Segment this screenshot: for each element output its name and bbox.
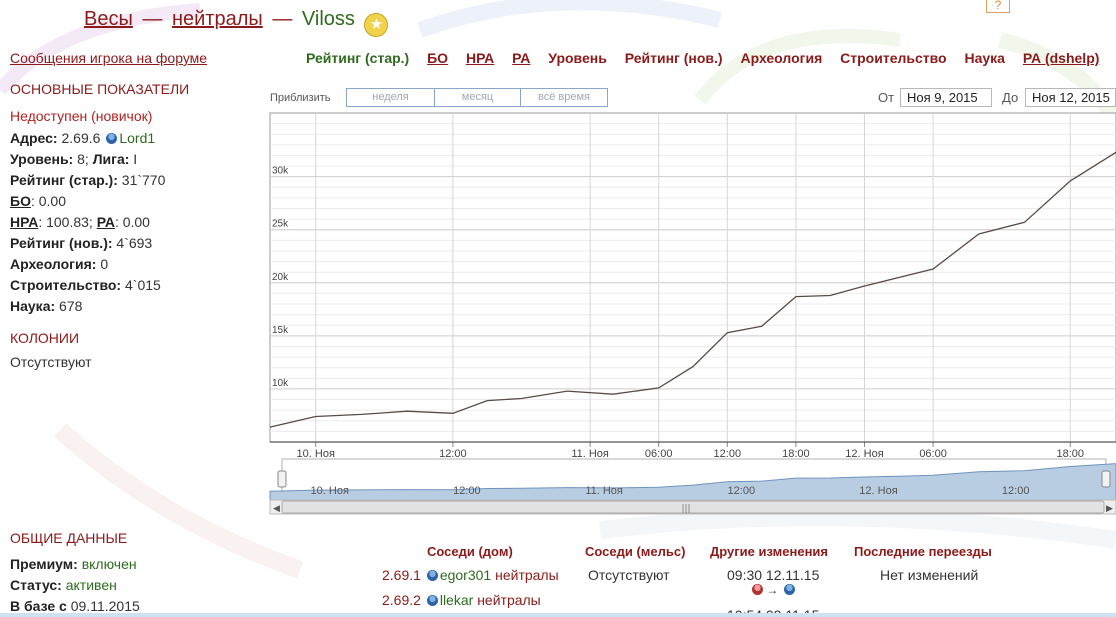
zoom-week-button[interactable]: неделя (346, 88, 435, 107)
tab-bo[interactable]: БО (427, 50, 449, 66)
tab-science[interactable]: Наука (964, 50, 1005, 66)
col-other-changes: Другие изменения (710, 544, 828, 559)
hra-ra-row: НРА: 100.83; РА: 0.00 (10, 214, 150, 230)
neighbor-row: 2.69.2 llekar нейтралы (382, 592, 541, 608)
forum-messages-link[interactable]: Сообщения игрока на форуме (10, 50, 208, 66)
scrollbar-grip: ||| (681, 504, 690, 514)
status-unavailable: Недоступен (новичок) (10, 108, 153, 124)
general-data-panel: ОБЩИЕ ДАННЫЕ Премиум: включен Статус: ак… (10, 530, 260, 617)
from-date-input[interactable]: Ноя 9, 2015 (900, 88, 992, 107)
user-icon (426, 570, 438, 581)
x-tick-label: 18:00 (782, 448, 810, 460)
user-icon (426, 595, 438, 606)
rating-new-row: Рейтинг (нов.): 4`693 (10, 235, 153, 251)
plot-area (269, 112, 1116, 443)
navigator-label: 12:00 (453, 485, 481, 497)
change-time: 09:30 12.11.15 (727, 567, 820, 583)
tab-ra[interactable]: РА (512, 50, 531, 66)
science-row: Наука: 678 (10, 298, 83, 314)
rating-series-line (269, 151, 1116, 428)
tab-rating-old[interactable]: Рейтинг (стар.) (306, 50, 410, 66)
scroll-left-arrow[interactable]: ◀ (273, 504, 280, 514)
page-title: Весы — нейтралы — Viloss ★ (84, 8, 389, 37)
scrollbar-thumb[interactable] (281, 500, 1105, 514)
tab-rating-new[interactable]: Рейтинг (нов.) (624, 50, 723, 66)
y-tick-label: 30k (272, 166, 289, 177)
col-neighbors-mels: Соседи (мельс) (585, 544, 686, 559)
navigator-label: 12:00 (1002, 485, 1030, 497)
premium-row: Премиум: включен (10, 556, 137, 572)
to-label: До (1002, 90, 1019, 105)
player-info-panel: Сообщения игрока на форуме ОСНОВНЫЕ ПОКА… (10, 50, 260, 373)
x-tick-label: 12:00 (714, 448, 742, 460)
colonies-heading: КОЛОНИИ (10, 330, 80, 346)
main-stats-heading: ОСНОВНЫЕ ПОКАЗАТЕЛИ (10, 81, 190, 97)
navigator-label: 12:00 (728, 485, 756, 497)
tab-construction[interactable]: Строительство (840, 50, 947, 66)
in-base-since-row: В базе с 09.11.2015 (10, 598, 140, 614)
x-tick-label: 18:00 (1057, 448, 1085, 460)
bottom-strip (0, 613, 1116, 617)
x-tick-label: 06:00 (645, 448, 673, 460)
address-row: Адрес: 2.69.6 Lord1 (10, 130, 156, 146)
title-separator: — (142, 8, 163, 30)
col-last-moves: Последние переезды (854, 544, 992, 559)
level-row: Уровень: 8; Лига: I (10, 151, 138, 167)
navigator-area (269, 463, 1116, 501)
zoom-label: Приблизить (270, 92, 331, 104)
tab-hra[interactable]: НРА (465, 50, 495, 66)
tab-ra-dshelp[interactable]: РА (dshelp) (1022, 50, 1100, 66)
y-tick-label: 10k (272, 378, 289, 389)
navigator-handle-left[interactable] (277, 470, 287, 488)
x-tick-label: 06:00 (919, 448, 947, 460)
zoom-all-time-button[interactable]: всё время (521, 88, 608, 107)
address-user-link[interactable]: Lord1 (119, 130, 156, 146)
player-name: Viloss (301, 8, 355, 30)
navigator-label: 11. Ноя (585, 485, 623, 497)
x-tick-label: 12:00 (439, 448, 467, 460)
zoom-buttons: неделя месяц всё время (346, 88, 608, 107)
neighbor-row: 2.69.1 egor301 нейтралы (382, 567, 559, 583)
user-icon-red (752, 584, 763, 595)
user-icon (783, 584, 795, 595)
star-icon: ★ (364, 13, 389, 37)
navigator-label: 12. Ноя (859, 485, 897, 497)
neighbor-name-link[interactable]: llekar (439, 592, 474, 608)
navigator-label: 10. Ноя (311, 485, 349, 497)
general-data-heading: ОБЩИЕ ДАННЫЕ (10, 530, 128, 546)
x-tick-label: 12. Ноя (845, 448, 883, 460)
tab-archaeology[interactable]: Археология (740, 50, 823, 66)
neighbor-name-link[interactable]: egor301 (439, 567, 492, 583)
neighbors-table: Соседи (дом) Соседи (мельс) Другие измен… (0, 543, 1116, 617)
y-tick-label: 15k (272, 325, 289, 336)
to-date-input[interactable]: Ноя 12, 2015 (1025, 88, 1116, 107)
x-tick-label: 10. Ноя (297, 448, 335, 460)
last-moves-value: Нет изменений (880, 567, 979, 583)
from-label: От (878, 90, 895, 105)
help-icon[interactable]: ? (986, 0, 1010, 13)
rating-chart: 10k 15k 20k 25k 30k 10. Ноя 12:00 11. Ноя 06:00 1… (269, 112, 1116, 515)
navigator-handle-right[interactable] (1101, 470, 1111, 488)
change-transition: → (752, 583, 797, 597)
rating-tabs: Рейтинг (стар.) БО НРА РА Уровень Рейтин… (306, 50, 1113, 66)
activity-status-row: Статус: активен (10, 577, 117, 593)
tab-level[interactable]: Уровень (548, 50, 607, 66)
bo-row: БО: 0.00 (10, 193, 66, 209)
user-icon (106, 133, 118, 144)
change-time-2: 10:54 09.11.15 (727, 607, 820, 617)
title-link-scales[interactable]: Весы (84, 8, 133, 30)
colonies-value: Отсутствуют (10, 354, 92, 370)
rating-old-row: Рейтинг (стар.): 31`770 (10, 172, 166, 188)
col-neighbors-home: Соседи (дом) (427, 544, 513, 559)
title-link-neutrals[interactable]: нейтралы (171, 8, 263, 30)
y-tick-label: 25k (272, 219, 289, 230)
archaeology-row: Археология: 0 (10, 256, 109, 272)
y-tick-label: 20k (272, 272, 289, 283)
x-tick-label: 11. Ноя (571, 448, 609, 460)
construction-row: Строительство: 4`015 (10, 277, 161, 293)
title-separator: — (272, 8, 293, 30)
scroll-right-arrow[interactable]: ▶ (1106, 504, 1113, 514)
zoom-month-button[interactable]: месяц (435, 88, 521, 107)
neighbors-mels-value: Отсутствуют (588, 567, 670, 583)
